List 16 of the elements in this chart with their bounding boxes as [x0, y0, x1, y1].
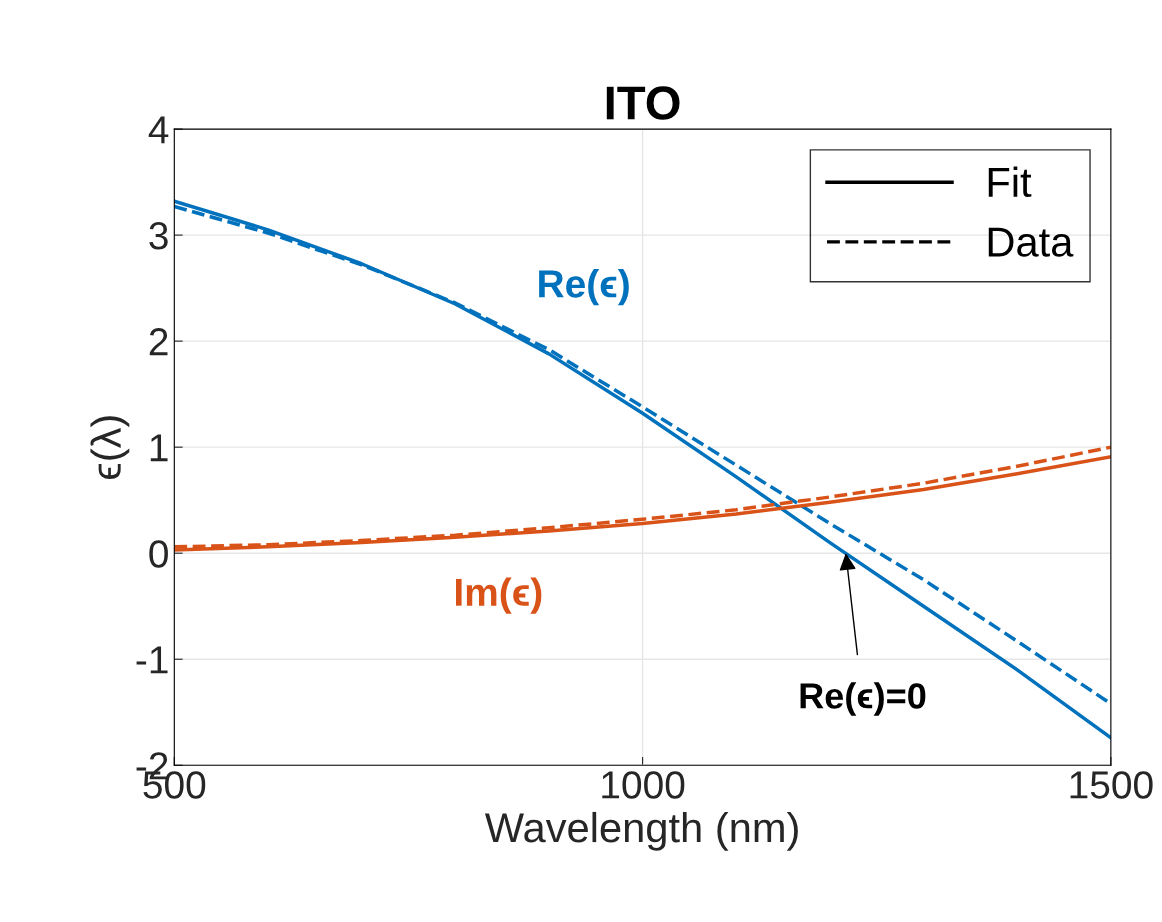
annotation: Fit — [988, 166, 1032, 198]
series-label: Im(ϵ) — [455, 577, 542, 614]
y-tick-label: 4 — [148, 116, 169, 144]
x-tick-label: 1000 — [602, 771, 685, 799]
y-tick-label: 3 — [149, 222, 168, 250]
annotation: Re(ϵ)=0 — [800, 682, 926, 716]
x-tick-label: 1500 — [1070, 771, 1153, 799]
y-tick-label: 0 — [149, 540, 168, 568]
chart-title: ITO — [606, 86, 680, 120]
y-tick-label: 1 — [150, 434, 168, 462]
y-tick-label: 2 — [149, 328, 168, 356]
x-axis-title: Wavelength (nm) — [484, 811, 798, 851]
y-tick-label: -1 — [136, 646, 168, 674]
annotation: Data — [988, 227, 1074, 257]
y-axis-title: ϵ(λ) — [90, 416, 130, 480]
series-label: Re(ϵ) — [539, 269, 629, 306]
